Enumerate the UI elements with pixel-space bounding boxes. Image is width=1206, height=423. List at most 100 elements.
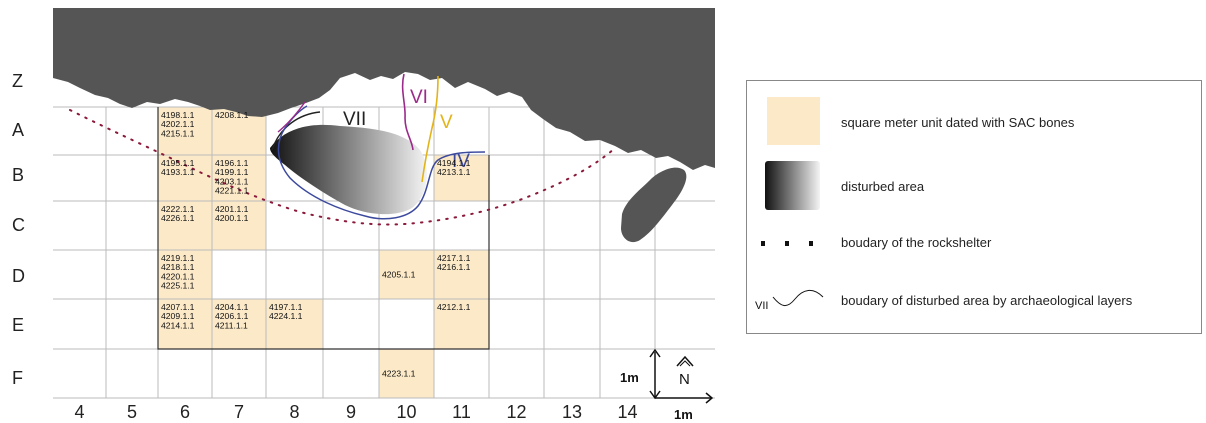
dated-cell-6C — [158, 201, 212, 250]
legend-layers-label: boudary of disturbed area by archaeologi… — [841, 293, 1133, 308]
dated-cell-label: 4218.1.1 — [161, 262, 195, 272]
dated-swatch — [767, 97, 820, 145]
column-label-9: 9 — [346, 402, 356, 422]
dated-cell-11D — [434, 250, 489, 299]
dated-cell-label: 4193.1.1 — [161, 167, 195, 177]
scale-vertical-label: 1m — [620, 370, 639, 385]
legend-item-layers: VII boudary of disturbed area by archaeo… — [747, 277, 1201, 327]
legend-item-boundary: boudary of the rockshelter — [747, 231, 1201, 261]
dated-cell-label: 4217.1.1 — [437, 253, 471, 263]
column-label-10: 10 — [396, 402, 416, 422]
dated-cell-label: 4216.1.1 — [437, 262, 471, 272]
scale-horizontal-label: 1m — [674, 407, 693, 422]
dated-cell-label: 4198.1.1 — [161, 110, 195, 120]
dated-cell-label: 4197.1.1 — [269, 302, 303, 312]
rock-block — [621, 167, 687, 243]
dated-cell-7B — [212, 155, 266, 201]
dated-cell-label: 4209.1.1 — [161, 311, 195, 321]
legend-dated-label: square meter unit dated with SAC bones — [841, 115, 1075, 130]
dated-cell-6B — [158, 155, 212, 201]
north-arrow-icon: N — [676, 355, 694, 388]
dated-cell-label: 4194.1.1 — [437, 158, 471, 168]
dated-cell-label: 4204.1.1 — [215, 302, 249, 312]
dated-cell-label: 4201.1.1 — [215, 204, 249, 214]
column-label-14: 14 — [617, 402, 637, 422]
dated-cell-10F — [379, 349, 434, 398]
layer-vi-inner-line — [277, 101, 306, 133]
layer-label-v: V — [440, 112, 453, 133]
row-label-A: A — [12, 120, 24, 140]
column-label-12: 12 — [506, 402, 526, 422]
disturbed-swatch — [765, 161, 820, 210]
layer-vii-boundary — [271, 111, 321, 151]
dated-cell-label: 4211.1.1 — [215, 320, 248, 330]
dated-cell-label: 4200.1.1 — [215, 213, 249, 223]
column-label-7: 7 — [234, 402, 244, 422]
layer-iv-boundary — [277, 105, 486, 220]
dated-cell-label: 4205.1.1 — [382, 270, 416, 280]
dated-cell-label: 4223.1.1 — [382, 369, 416, 379]
dated-cell-label: 4214.1.1 — [161, 320, 195, 330]
scale-bar: 1m 1m — [620, 348, 714, 422]
dated-cell-label: 4212.1.1 — [437, 302, 471, 312]
row-label-D: D — [12, 266, 25, 286]
dated-cell-label: 4222.1.1 — [161, 204, 195, 214]
column-label-13: 13 — [562, 402, 582, 422]
dated-cell-label: 4206.1.1 — [215, 311, 249, 321]
column-label-6: 6 — [180, 402, 190, 422]
boundary-dots-icon — [761, 241, 813, 246]
layer-label-iv: IV — [452, 151, 470, 172]
layer-v-boundary — [421, 75, 439, 183]
row-label-F: F — [12, 368, 23, 388]
dated-cell-11B — [434, 155, 489, 201]
rock-overhang — [53, 8, 715, 170]
axis-labels: Z A B C D E F 4 5 6 7 8 9 10 11 12 13 14 — [12, 71, 638, 422]
excavation-plan: VII VI V IV 1m 1m N Z A B C D E F 4 5 6 7 8 9 10 11 12 1… — [12, 8, 715, 422]
column-label-8: 8 — [289, 402, 299, 422]
dated-cell-label: 4225.1.1 — [161, 281, 195, 291]
dated-cell-label: 4207.1.1 — [161, 302, 195, 312]
layer-line-icon: VII — [755, 290, 824, 312]
layer-label-vi: VI — [410, 87, 428, 108]
dated-cell-6E — [158, 299, 212, 349]
legend: square meter unit dated with SAC bones d… — [746, 80, 1202, 334]
dated-cell-label: 4226.1.1 — [161, 213, 195, 223]
dated-cell-label: 4221.1.1 — [215, 186, 249, 196]
column-label-4: 4 — [74, 402, 84, 422]
layer-vi-boundary — [401, 73, 414, 151]
row-label-E: E — [12, 315, 24, 335]
legend-item-disturbed: disturbed area — [747, 161, 1201, 211]
dated-cell-label: 4196.1.1 — [215, 158, 249, 168]
row-label-C: C — [12, 215, 25, 235]
dated-cell-6D — [158, 250, 212, 299]
layer-label-vii: VII — [343, 109, 366, 130]
north-label: N — [679, 371, 690, 388]
dated-cell-7C — [212, 201, 266, 250]
dated-cell-6A — [158, 107, 212, 155]
dated-cell-label: 4213.1.1 — [437, 167, 471, 177]
legend-item-dated: square meter unit dated with SAC bones — [747, 97, 1201, 147]
column-label-5: 5 — [127, 402, 137, 422]
dated-cell-label: 4203.1.1 — [215, 176, 249, 186]
dated-cell-label: 4215.1.1 — [161, 128, 195, 138]
dated-cell-7E — [212, 299, 266, 349]
dated-cell-label: 4199.1.1 — [215, 167, 249, 177]
dated-cell-label: 4202.1.1 — [161, 119, 195, 129]
dated-cell-label: 4220.1.1 — [161, 271, 195, 281]
row-label-Z: Z — [12, 71, 23, 91]
dated-cell-label: 4208.1.1 — [215, 110, 249, 120]
excavation-outline — [157, 107, 490, 350]
legend-boundary-label: boudary of the rockshelter — [841, 235, 992, 250]
row-label-B: B — [12, 165, 24, 185]
svg-text:VII: VII — [755, 300, 768, 312]
dated-cell-11E — [434, 299, 489, 349]
legend-disturbed-label: disturbed area — [841, 179, 925, 194]
dated-cell-8E — [266, 299, 323, 349]
rockshelter-boundary — [69, 109, 616, 226]
column-label-11: 11 — [452, 402, 471, 422]
disturbed-area — [270, 124, 427, 215]
dated-cell-label: 4219.1.1 — [161, 253, 195, 263]
dated-cell-label: 4224.1.1 — [269, 311, 303, 321]
dated-cell-10D — [379, 250, 434, 299]
